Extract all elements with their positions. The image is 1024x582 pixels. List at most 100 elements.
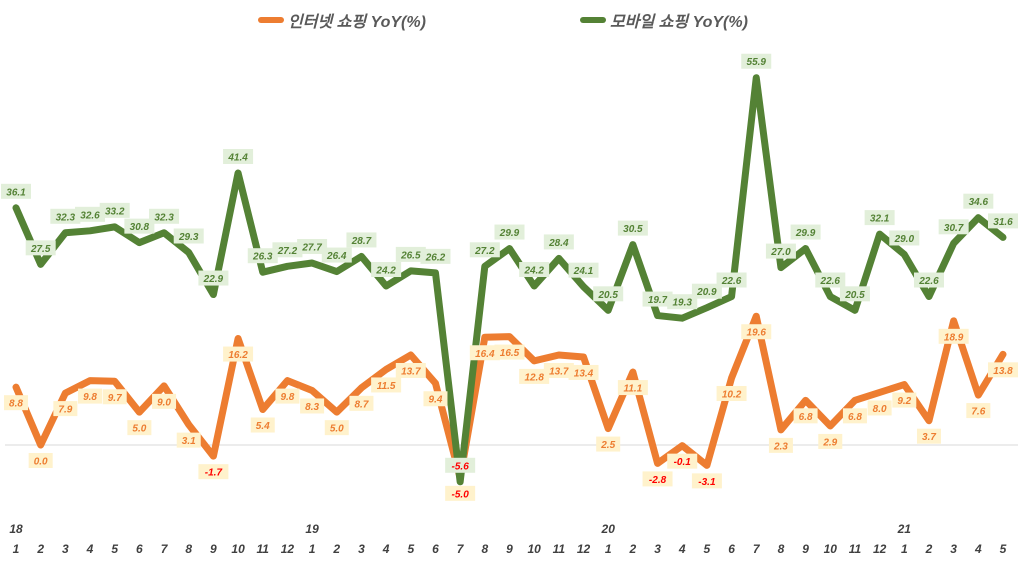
data-label-bg <box>99 202 130 218</box>
x-tick-label: 5 <box>407 542 414 556</box>
data-label: 8.8 <box>9 399 23 410</box>
data-label-bg <box>617 380 648 396</box>
data-label-bg <box>815 272 846 288</box>
data-label: 28.7 <box>351 236 372 247</box>
data-label: 22.6 <box>918 276 939 287</box>
x-tick-label: 10 <box>824 542 838 556</box>
data-label-bg <box>149 208 180 224</box>
data-label: 3.7 <box>922 432 936 443</box>
data-label: 26.4 <box>326 251 347 262</box>
data-label: 27.2 <box>474 246 495 257</box>
x-tick-label: 4 <box>382 542 390 556</box>
data-label-bg <box>938 219 969 235</box>
data-label-bg <box>667 453 698 469</box>
data-label: 20.5 <box>844 290 865 301</box>
x-tick-label: 2 <box>332 542 340 556</box>
data-label: 9.4 <box>429 395 443 406</box>
data-label: 32.3 <box>154 212 174 223</box>
data-label-bg <box>741 53 772 69</box>
x-tick-label: 11 <box>849 542 862 556</box>
legend-mobile: 모바일 쇼핑 YoY(%) <box>580 8 748 32</box>
data-label-bg <box>494 224 525 240</box>
data-label: 27.0 <box>770 247 791 258</box>
x-tick-label: 12 <box>281 542 295 556</box>
x-tick-label: 1 <box>605 542 612 556</box>
data-label-bg <box>223 149 254 165</box>
data-label-bg <box>519 262 550 278</box>
x-tick-label: 3 <box>654 542 661 556</box>
x-tick-label: 1 <box>309 542 316 556</box>
series-line-0 <box>12 312 1007 482</box>
data-label-bg <box>445 457 476 473</box>
data-label: 22.6 <box>721 276 742 287</box>
data-label: 27.2 <box>277 246 298 257</box>
data-label-bg <box>842 408 867 424</box>
x-year-label: 18 <box>9 522 23 536</box>
data-label-bg <box>519 368 550 384</box>
data-label: 9.8 <box>83 392 97 403</box>
legend-label-internet: 인터넷 쇼핑 YoY(%) <box>288 14 426 31</box>
series-line-1 <box>12 74 1007 486</box>
data-label: 32.3 <box>56 212 76 223</box>
data-label-bg <box>102 389 127 405</box>
data-label-bg <box>75 206 106 222</box>
data-label: -0.1 <box>674 457 692 468</box>
data-label-bg <box>78 388 103 404</box>
data-label-bg <box>324 420 349 436</box>
x-tick-label: 8 <box>185 542 192 556</box>
data-label-bg <box>818 433 843 449</box>
data-label-bg <box>445 485 476 501</box>
data-label-bg <box>793 408 818 424</box>
data-label-bg <box>765 243 796 259</box>
data-label-bg <box>173 228 204 244</box>
data-label: 6.8 <box>848 412 862 423</box>
data-label: 13.4 <box>574 368 594 379</box>
data-label-bg <box>247 248 278 264</box>
x-tick-label: 4 <box>974 542 982 556</box>
data-label: 7.9 <box>58 405 72 416</box>
x-tick-label: 7 <box>753 542 761 556</box>
data-label: 24.1 <box>573 266 594 277</box>
x-tick-label: 1 <box>13 542 20 556</box>
data-label-bg <box>4 395 28 411</box>
data-label-bg <box>297 239 328 255</box>
data-label: -5.0 <box>452 489 470 500</box>
legend-swatch-mobile <box>580 17 606 23</box>
data-label-bg <box>963 193 994 209</box>
data-label: 41.4 <box>227 153 248 164</box>
data-label-bg <box>152 393 177 409</box>
data-label: 11.5 <box>377 381 396 392</box>
data-label-bg <box>420 248 451 264</box>
data-label: 18.9 <box>944 332 964 343</box>
x-tick-label: 10 <box>527 542 541 556</box>
data-label: 20.9 <box>696 287 717 298</box>
data-label-bg <box>198 270 229 286</box>
data-label: 2.5 <box>600 440 615 451</box>
data-label: -2.8 <box>649 475 667 486</box>
data-label-bg <box>371 262 402 278</box>
data-label: 13.8 <box>993 366 1013 377</box>
data-label: 8.7 <box>354 399 368 410</box>
data-label: 24.2 <box>523 266 544 277</box>
data-label: 31.6 <box>993 217 1013 228</box>
x-tick-label: 2 <box>36 542 44 556</box>
x-tick-label: 12 <box>577 542 591 556</box>
data-label-bg <box>916 428 941 444</box>
data-label-bg <box>867 400 892 416</box>
x-tick-label: 7 <box>457 542 465 556</box>
data-label: 26.5 <box>400 250 421 261</box>
data-label: 32.6 <box>80 210 100 221</box>
x-tick-label: 5 <box>1000 542 1007 556</box>
x-year-label: 21 <box>897 522 912 536</box>
data-label: 9.7 <box>108 393 122 404</box>
data-label: 0.0 <box>34 457 48 468</box>
data-label: -1.7 <box>205 468 223 479</box>
data-label-bg <box>50 208 81 224</box>
data-label-bg <box>864 210 895 226</box>
x-tick-label: 8 <box>778 542 785 556</box>
data-label: 2.3 <box>773 441 788 452</box>
data-label: 9.8 <box>280 392 294 403</box>
data-label: 8.0 <box>873 404 887 415</box>
x-year-label: 19 <box>305 522 319 536</box>
